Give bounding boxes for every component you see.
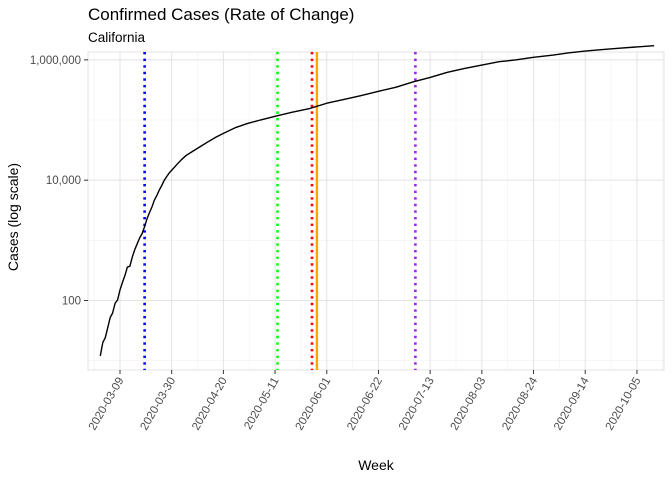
x-tick-label: 2020-10-05 <box>604 376 644 433</box>
x-tick-label: 2020-08-03 <box>449 376 489 433</box>
x-tick-label: 2020-09-14 <box>552 375 592 432</box>
x-tick-label: 2020-08-24 <box>500 375 540 432</box>
y-axis-label: Cases (log scale) <box>5 163 21 271</box>
y-axis: 100 10,000 1,000,000 <box>30 55 88 308</box>
x-tick-label: 2020-07-13 <box>397 376 437 433</box>
plot-border <box>87 51 665 371</box>
y-tick-label: 100 <box>62 296 81 308</box>
chart-title: Confirmed Cases (Rate of Change) <box>88 5 355 24</box>
x-axis-label: Week <box>358 457 395 473</box>
grid <box>87 51 665 371</box>
x-axis: 2020-03-09 2020-03-30 2020-04-20 2020-05-11… <box>87 370 644 432</box>
plot-panel <box>88 52 664 370</box>
vertical-markers <box>143 52 417 370</box>
x-tick-label: 2020-05-11 <box>242 376 281 432</box>
x-tick-label: 2020-03-30 <box>138 376 178 433</box>
y-tick-label: 1,000,000 <box>30 55 81 67</box>
x-tick-label: 2020-06-01 <box>294 376 334 433</box>
chart-subtitle: California <box>88 30 146 45</box>
x-tick-label: 2020-03-09 <box>87 376 127 433</box>
series-layer <box>99 44 655 357</box>
x-tick-label: 2020-06-22 <box>345 376 385 433</box>
x-tick-label: 2020-04-20 <box>190 376 230 433</box>
y-tick-label: 10,000 <box>46 175 81 187</box>
cases-series-line <box>99 44 655 357</box>
